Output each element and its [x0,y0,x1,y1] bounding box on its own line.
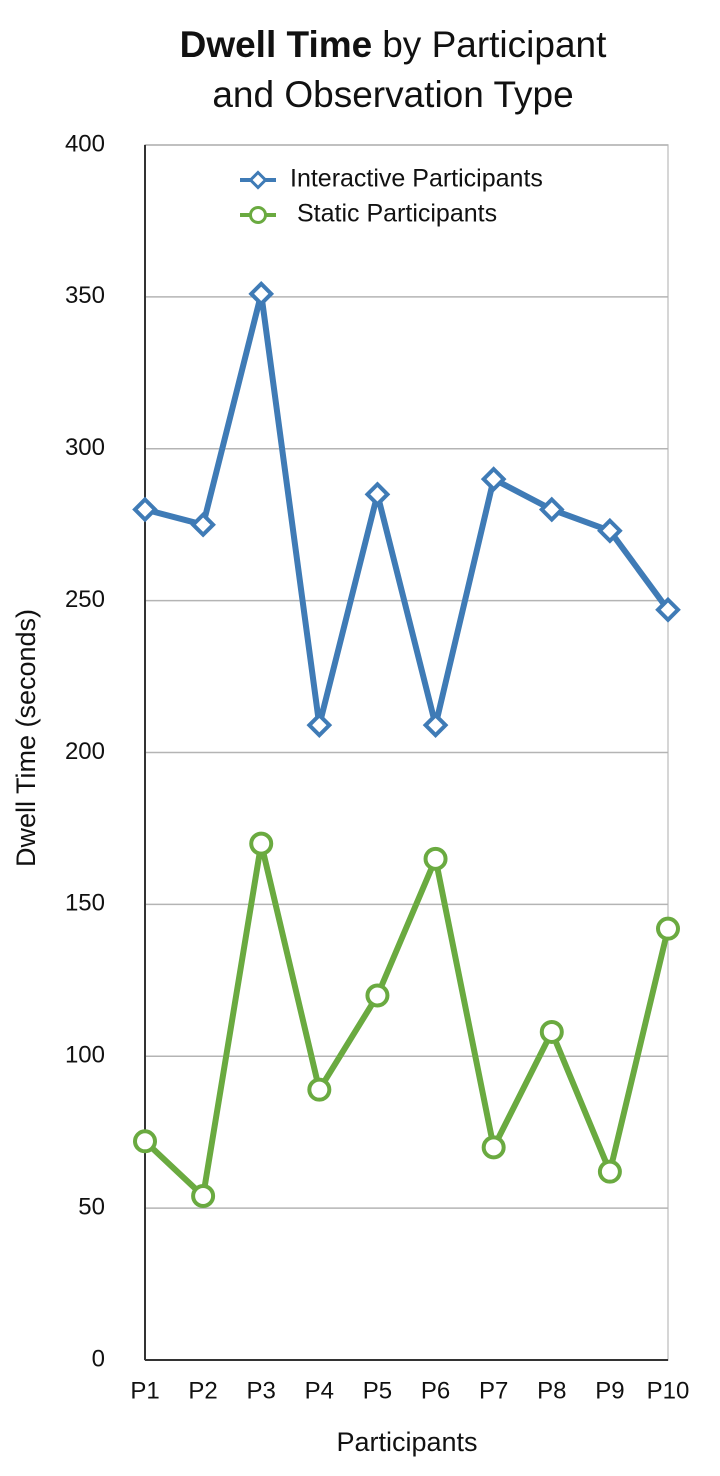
data-point [597,517,623,544]
title-part: by Participant [382,24,607,65]
data-point [249,831,274,856]
legend-label: Static Participants [297,200,497,228]
y-tick-label: 400 [65,130,105,157]
x-tick-label: P7 [479,1377,508,1404]
data-point [481,1135,506,1160]
x-tick-label: P10 [647,1377,690,1404]
x-tick-label: P2 [188,1377,217,1404]
data-point [539,1019,564,1044]
data-point [422,712,449,738]
chart-title: and Observation Type [212,74,573,115]
data-point [133,1129,157,1154]
x-tick-label: P4 [305,1377,334,1404]
x-tick-label: P8 [537,1377,566,1404]
x-tick-label: P5 [363,1377,392,1404]
data-point [365,983,390,1008]
data-point [597,1159,622,1184]
data-point [190,511,216,538]
y-tick-label: 350 [65,282,105,309]
y-tick-label: 50 [78,1193,105,1220]
legend-label: Interactive Participants [290,165,543,193]
x-tick-label: P6 [421,1377,450,1404]
data-point [538,496,565,523]
data-point [248,281,275,307]
y-tick-label: 100 [65,1042,105,1069]
data-point [364,481,391,508]
x-tick-label: P3 [247,1377,276,1404]
data-point [132,496,158,523]
y-tick-label: 0 [92,1345,105,1372]
data-point [655,596,681,623]
y-tick-label: 300 [65,434,105,461]
data-point [656,916,680,941]
legend-marker [249,206,267,224]
series-line [142,840,671,1199]
y-tick-label: 250 [65,586,105,613]
chart-title: Dwell Time by Participant [180,24,607,65]
data-point [480,466,507,492]
legend-marker [248,170,268,190]
data-point [306,712,333,738]
y-axis-label: Dwell Time (seconds) [11,609,41,867]
data-point [307,1077,332,1102]
data-point [423,846,448,871]
x-tick-label: P1 [130,1377,159,1404]
series-line [144,290,671,729]
title-bold: Dwell Time [180,24,373,65]
y-tick-label: 200 [65,738,105,765]
x-axis-label: Participants [336,1427,477,1457]
data-point [191,1183,216,1208]
x-tick-label: P9 [595,1377,624,1404]
y-tick-label: 150 [65,890,105,917]
